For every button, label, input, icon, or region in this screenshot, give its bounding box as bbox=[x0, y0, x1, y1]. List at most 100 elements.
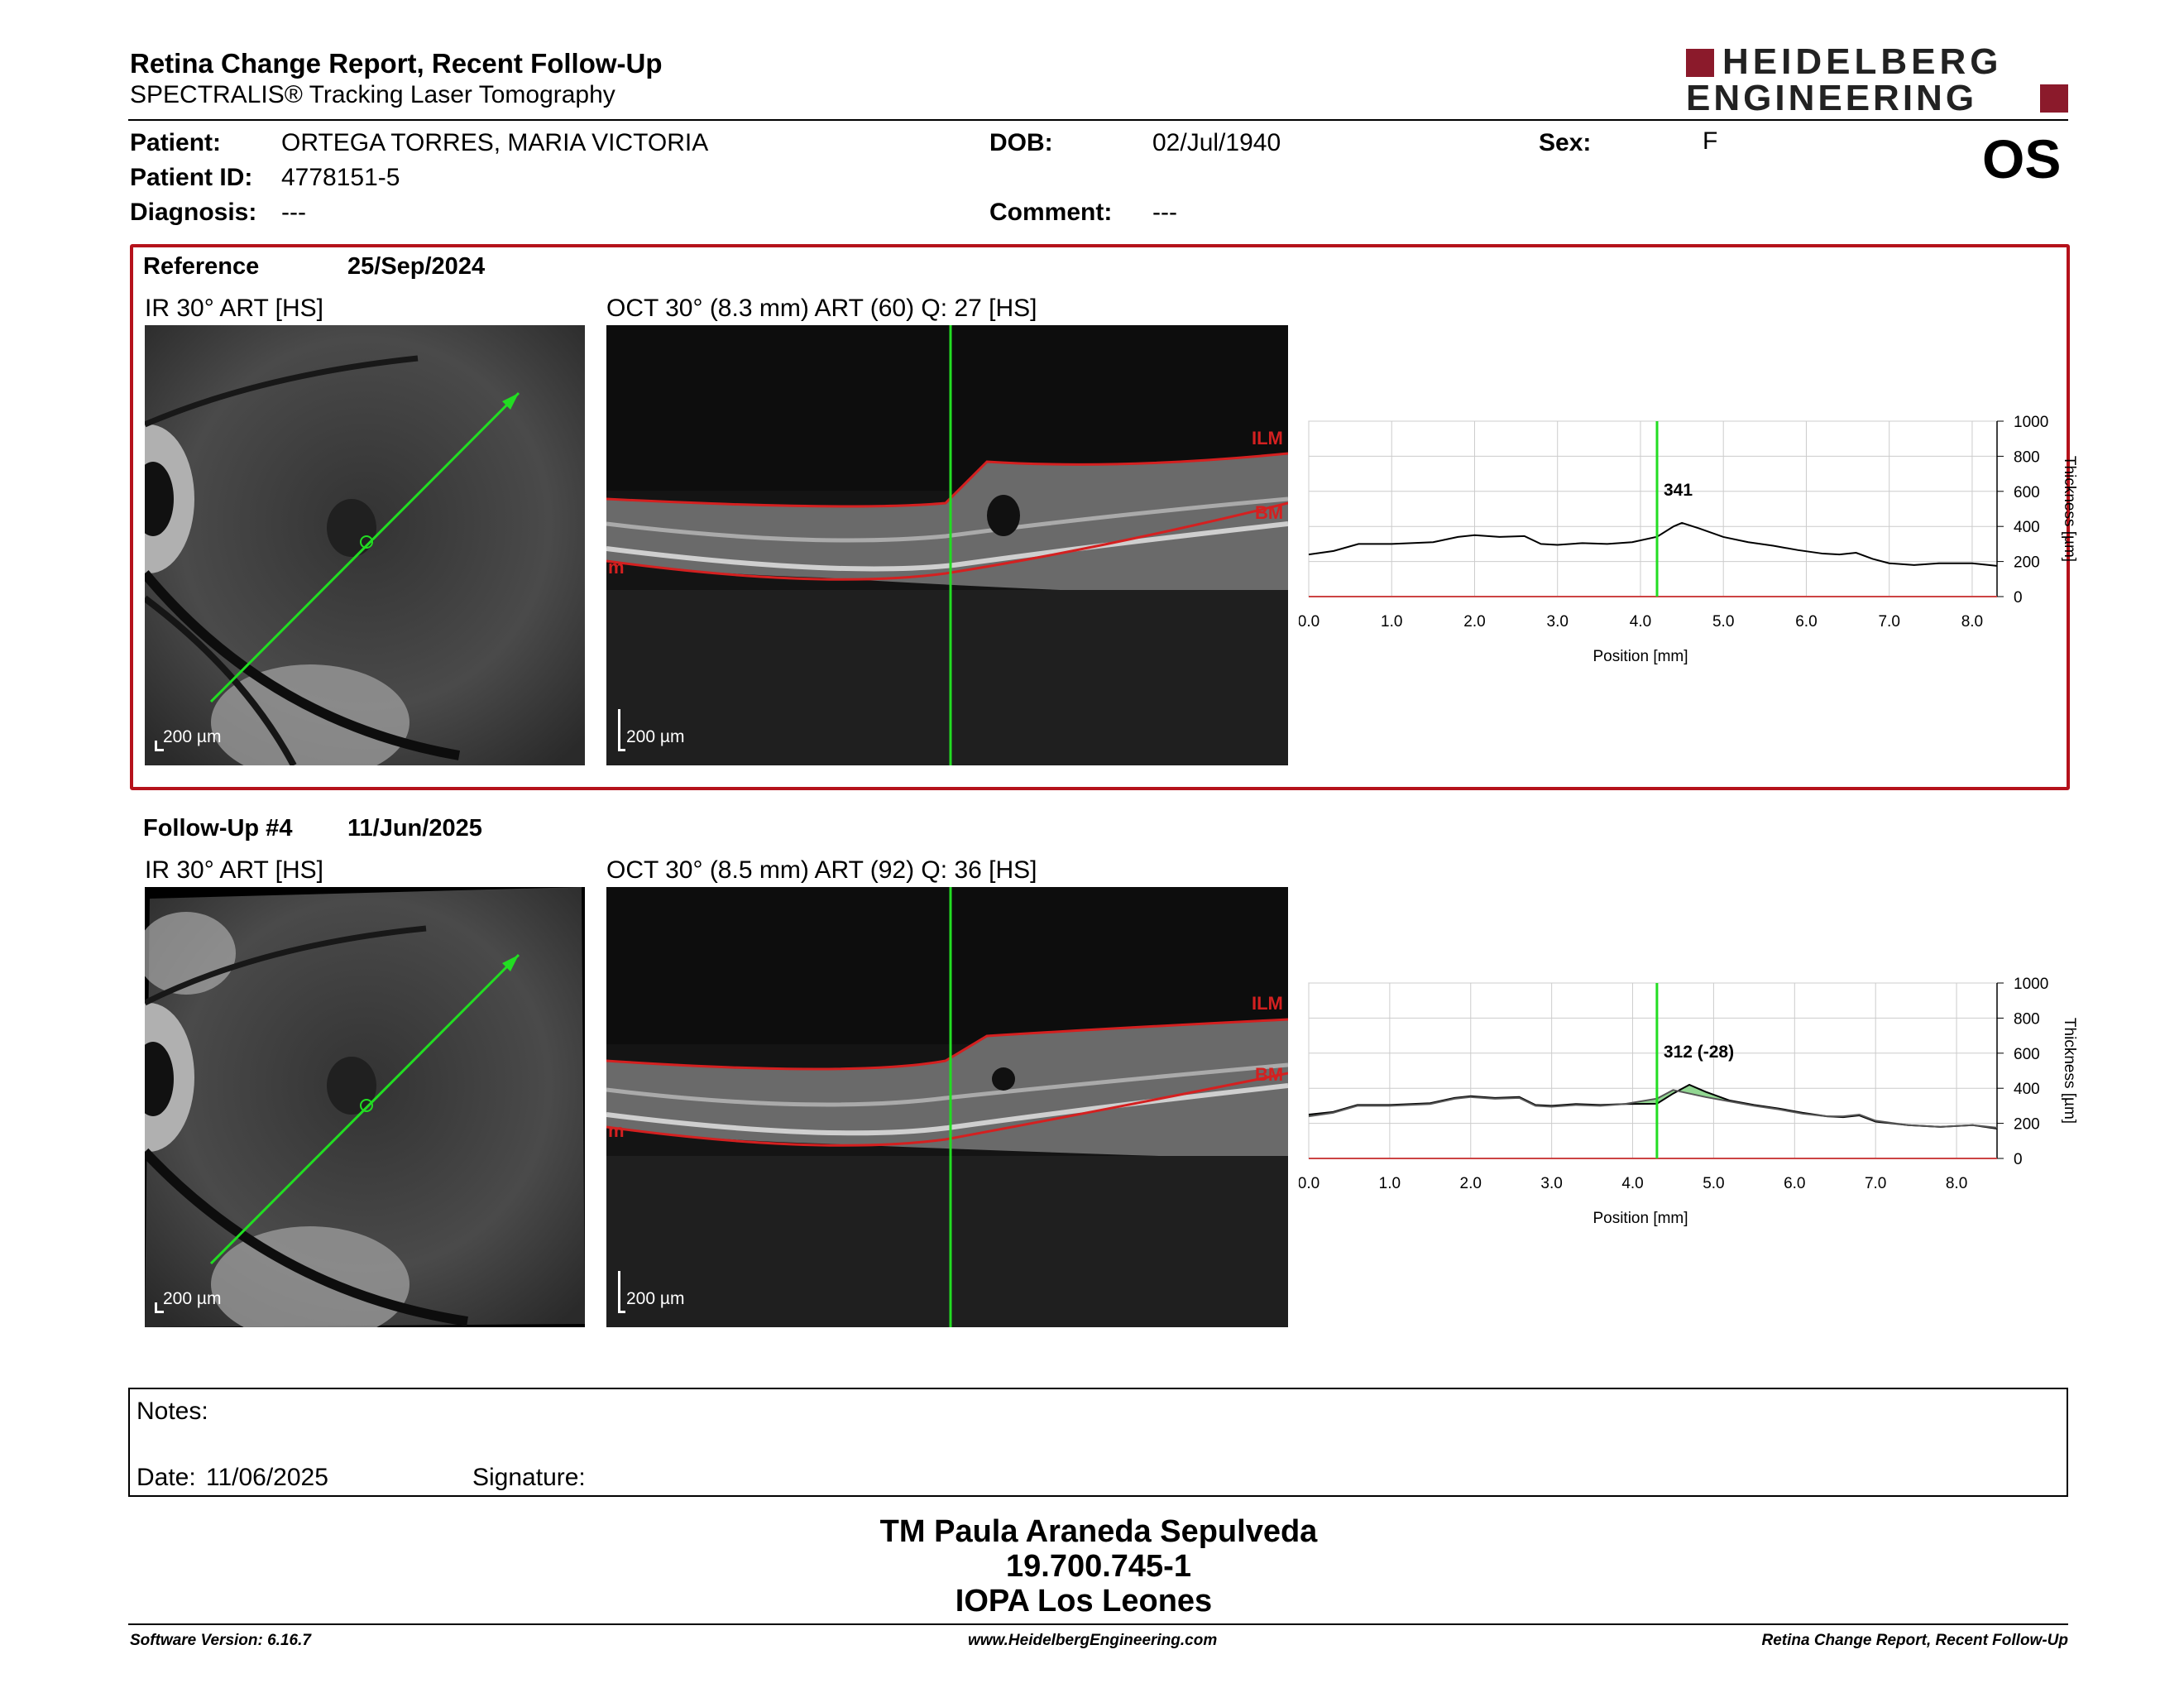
followup-oct-bscan-image: ILM BM m 200 µm bbox=[606, 887, 1288, 1327]
followup-oct-scale: 200 µm bbox=[626, 1289, 685, 1308]
reference-oct-bscan-image: ILM BM m 200 µm bbox=[606, 325, 1288, 765]
reference-bm-label: BM bbox=[1255, 502, 1284, 523]
followup-ilm-label: ILM bbox=[1252, 993, 1283, 1014]
y-axis-label: Thickness [µm] bbox=[2061, 456, 2076, 562]
x-tick-label: 1.0 bbox=[1379, 1175, 1401, 1192]
logo-square-icon bbox=[1686, 49, 1714, 77]
patient-label: Patient: bbox=[130, 129, 222, 156]
diagnosis-label: Diagnosis: bbox=[130, 199, 257, 226]
y-tick-label: 0 bbox=[2014, 1151, 2023, 1168]
x-tick-label: 4.0 bbox=[1621, 1175, 1643, 1192]
scale-bar-icon bbox=[155, 1302, 164, 1313]
reference-label: Reference bbox=[143, 253, 260, 280]
comment-value: --- bbox=[1152, 199, 1177, 226]
plot-area bbox=[1308, 420, 1998, 597]
website-link[interactable]: www.HeidelbergEngineering.com bbox=[968, 1632, 1218, 1649]
x-tick-label: 3.0 bbox=[1540, 1175, 1562, 1192]
x-tick-label: 4.0 bbox=[1630, 613, 1651, 631]
reference-date: 25/Sep/2024 bbox=[347, 253, 486, 280]
x-tick-label: 5.0 bbox=[1703, 1175, 1724, 1192]
reference-oct-title: OCT 30° (8.3 mm) ART (60) Q: 27 [HS] bbox=[606, 295, 1037, 322]
x-tick-label: 2.0 bbox=[1460, 1175, 1482, 1192]
notes-box[interactable]: Notes: Date: 11/06/2025 Signature: bbox=[128, 1388, 2068, 1497]
followup-oct-title: OCT 30° (8.5 mm) ART (92) Q: 36 [HS] bbox=[606, 856, 1037, 884]
sex-label: Sex: bbox=[1539, 129, 1592, 156]
reference-ir-fundus-image: 200 µm bbox=[145, 325, 585, 765]
operator-id: 19.700.745-1 bbox=[1006, 1549, 1191, 1584]
x-tick-label: 5.0 bbox=[1712, 613, 1734, 631]
followup-thickness-chart: 0.0 1.0 2.0 3.0 4.0 5.0 6.0 7.0 8.0 0 200 400 600 800… bbox=[1298, 971, 2078, 1244]
thickness-series-line bbox=[1308, 1089, 1998, 1129]
scale-bar-icon bbox=[618, 709, 625, 751]
comment-label: Comment: bbox=[989, 199, 1113, 226]
reference-ilm-label: ILM bbox=[1252, 428, 1283, 448]
header-divider bbox=[128, 119, 2068, 121]
x-tick-label: 3.0 bbox=[1547, 613, 1569, 631]
sex-value: F bbox=[1703, 127, 1718, 155]
reference-m-label: m bbox=[608, 557, 625, 578]
patient-id-label: Patient ID: bbox=[130, 164, 253, 191]
y-tick-label: 600 bbox=[2014, 1046, 2040, 1063]
thickness-chart-svg: 0.0 1.0 2.0 3.0 4.0 5.0 6.0 7.0 8.0 0 200 400 600 800… bbox=[1298, 976, 2078, 1227]
patient-name: ORTEGA TORRES, MARIA VICTORIA bbox=[281, 129, 709, 156]
x-tick-label: 8.0 bbox=[1961, 613, 1983, 631]
logo-line2: ENGINEERING bbox=[1686, 78, 1978, 118]
y-tick-label: 800 bbox=[2014, 1010, 2040, 1028]
x-tick-label: 1.0 bbox=[1381, 613, 1402, 631]
y-tick-label: 1000 bbox=[2014, 976, 2048, 993]
report-title: Retina Change Report, Recent Follow-Up bbox=[130, 48, 663, 79]
y-tick-label: 200 bbox=[2014, 554, 2040, 572]
date-label: Date: bbox=[136, 1464, 196, 1491]
followup-bm-label: BM bbox=[1255, 1064, 1284, 1085]
logo-square-icon-2 bbox=[2040, 84, 2068, 113]
y-tick-label: 800 bbox=[2014, 448, 2040, 466]
x-tick-label: 8.0 bbox=[1946, 1175, 1967, 1192]
x-axis-label: Position [mm] bbox=[1592, 1210, 1688, 1227]
patient-id-value: 4778151-5 bbox=[281, 164, 400, 191]
followup-m-label: m bbox=[608, 1120, 625, 1141]
operator-clinic: IOPA Los Leones bbox=[955, 1584, 1213, 1618]
footer-divider bbox=[128, 1623, 2068, 1625]
y-tick-label: 400 bbox=[2014, 1081, 2040, 1098]
x-tick-label: 7.0 bbox=[1878, 613, 1899, 631]
eye-label: OS bbox=[1982, 128, 2062, 189]
y-tick-label: 1000 bbox=[2014, 414, 2048, 431]
y-tick-label: 400 bbox=[2014, 519, 2040, 536]
thickness-chart-svg: 0.0 1.0 2.0 3.0 4.0 5.0 6.0 7.0 8.0 0 200 400 600 800… bbox=[1298, 414, 2078, 665]
followup-ir-title: IR 30° ART [HS] bbox=[145, 856, 323, 884]
reference-ir-title: IR 30° ART [HS] bbox=[145, 295, 323, 322]
x-axis-label: Position [mm] bbox=[1592, 648, 1688, 665]
y-tick-label: 200 bbox=[2014, 1116, 2040, 1134]
marker-value-label: 312 (-28) bbox=[1664, 1043, 1734, 1062]
followup-label: Follow-Up #4 bbox=[143, 815, 293, 842]
thickness-series-line bbox=[1308, 521, 1998, 567]
x-tick-label: 7.0 bbox=[1865, 1175, 1886, 1192]
logo-line1: HEIDELBERG bbox=[1722, 41, 2003, 82]
y-axis-label: Thickness [µm] bbox=[2061, 1018, 2076, 1124]
followup-ir-scale: 200 µm bbox=[163, 1289, 222, 1308]
dob-label: DOB: bbox=[989, 129, 1053, 156]
marker-value-label: 341 bbox=[1664, 481, 1693, 500]
reference-frame bbox=[130, 244, 2070, 790]
notes-label: Notes: bbox=[136, 1398, 208, 1425]
reference-thickness-chart: 0.0 1.0 2.0 3.0 4.0 5.0 6.0 7.0 8.0 0 200 400 600 800… bbox=[1298, 410, 2078, 683]
signature-label: Signature: bbox=[472, 1464, 586, 1491]
plot-area bbox=[1308, 982, 1998, 1159]
y-tick-label: 600 bbox=[2014, 484, 2040, 501]
reference-ir-scale: 200 µm bbox=[163, 727, 222, 746]
diagnosis-value: --- bbox=[281, 199, 306, 226]
x-tick-label: 0.0 bbox=[1299, 613, 1320, 631]
dob-value: 02/Jul/1940 bbox=[1152, 129, 1281, 156]
date-value: 11/06/2025 bbox=[206, 1464, 328, 1491]
heidelberg-logo: HEIDELBERG ENGINEERING bbox=[1686, 41, 2068, 118]
x-tick-label: 2.0 bbox=[1463, 613, 1485, 631]
y-tick-label: 0 bbox=[2014, 589, 2023, 607]
x-tick-label: 6.0 bbox=[1795, 613, 1817, 631]
x-tick-label: 0.0 bbox=[1299, 1175, 1320, 1192]
report-subtitle: SPECTRALIS® Tracking Laser Tomography bbox=[130, 81, 615, 108]
x-tick-label: 6.0 bbox=[1784, 1175, 1805, 1192]
followup-date: 11/Jun/2025 bbox=[347, 815, 482, 842]
scale-bar-icon bbox=[155, 741, 164, 751]
reference-oct-scale: 200 µm bbox=[626, 727, 685, 746]
footer-report-name: Retina Change Report, Recent Follow-Up bbox=[1761, 1632, 2068, 1649]
